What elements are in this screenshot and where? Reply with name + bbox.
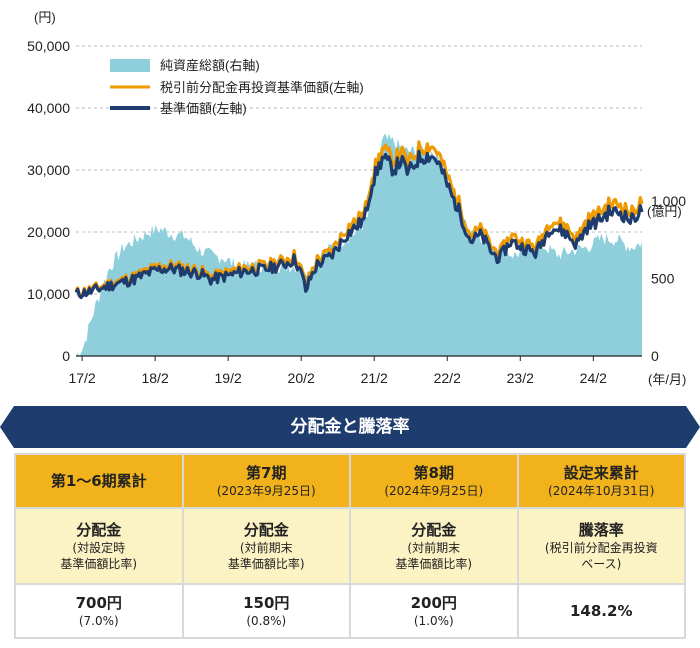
- header-main: 設定来累計: [563, 464, 639, 482]
- right-axis-unit: (億円): [647, 204, 682, 219]
- header-cell: 設定来累計 (2024年10月31日): [516, 453, 686, 509]
- description-sub: ベース): [581, 557, 622, 571]
- description-sub: (対前期末: [239, 541, 293, 555]
- x-tick-label: 22/2: [434, 370, 461, 386]
- value-cell: 148.2%: [516, 583, 686, 639]
- table-value-row: 700円 (7.0%) 150円 (0.8%) 200円 (1.0%) 148.2%: [14, 583, 686, 639]
- left-tick-label: 0: [62, 348, 70, 364]
- description-main: 騰落率: [578, 521, 624, 539]
- header-main: 第1～6期累計: [50, 472, 147, 490]
- value-sub: (1.0%): [413, 614, 454, 628]
- value-sub: (0.8%): [246, 614, 287, 628]
- description-cell: 分配金 (対設定時基準価額比率): [14, 507, 184, 585]
- description-sub: (税引前分配金再投資: [544, 541, 658, 555]
- x-tick-label: 21/2: [361, 370, 388, 386]
- header-sub: (2024年10月31日): [548, 484, 655, 498]
- nav-lines-layer: [74, 140, 644, 300]
- left-tick-label: 30,000: [27, 162, 70, 178]
- net-assets-area-layer: [76, 133, 642, 356]
- header-sub: (2023年9月25日): [216, 484, 316, 498]
- right-tick-label: 0: [651, 348, 659, 364]
- table-header-row: 第1～6期累計 第7期 (2023年9月25日) 第8期 (2024年9月25日) …: [14, 453, 686, 509]
- value-main: 200円: [410, 594, 457, 612]
- description-main: 分配金: [243, 521, 289, 539]
- legend: 純資産総額(右軸) 税引前分配金再投資基準価額(左軸) 基準価額(左軸): [110, 58, 364, 116]
- right-axis-ticks: 1,000 500 0: [651, 193, 686, 364]
- description-main: 分配金: [76, 521, 122, 539]
- description-cell: 騰落率 (税引前分配金再投資 ベース): [516, 507, 686, 585]
- x-axis-ticks: 17/2 18/2 19/2 20/2 21/2 22/2 23/2 24/2: [68, 356, 607, 386]
- x-axis-unit: (年/月): [648, 372, 686, 387]
- fund-performance-chart: 50,000 40,000 30,000 20,000 10,000 0 1,000 500…: [27, 10, 686, 387]
- header-cell: 第8期 (2024年9月25日): [349, 453, 519, 509]
- banner-shape: [0, 406, 700, 448]
- right-tick-label: 500: [651, 271, 675, 287]
- banner-title: 分配金と騰落率: [290, 417, 410, 437]
- distribution-table: 第1～6期累計 第7期 (2023年9月25日) 第8期 (2024年9月25日) …: [14, 453, 686, 639]
- value-cell: 200円 (1.0%): [349, 583, 519, 639]
- legend-swatch-net-assets: [110, 59, 150, 72]
- x-tick-label: 23/2: [507, 370, 534, 386]
- value-main: 148.2%: [570, 602, 633, 620]
- description-sub: (対前期末: [407, 541, 461, 555]
- table-description-row: 分配金 (対設定時基準価額比率) 分配金 (対前期末基準価額比率) 分配金 (対前期末…: [14, 507, 686, 585]
- left-tick-label: 50,000: [27, 38, 70, 54]
- description-sub: 基準価額比率): [395, 557, 473, 571]
- legend-label-net-assets: 純資産総額(右軸): [160, 58, 260, 73]
- value-cell: 700円 (7.0%): [14, 583, 184, 639]
- left-axis-ticks: 50,000 40,000 30,000 20,000 10,000 0: [27, 38, 70, 364]
- x-tick-label: 17/2: [68, 370, 95, 386]
- nav-line: [74, 149, 644, 300]
- header-cell: 第7期 (2023年9月25日): [181, 453, 351, 509]
- header-main: 第7期: [246, 464, 287, 482]
- description-sub: 基準価額比率): [227, 557, 305, 571]
- value-main: 700円: [75, 594, 122, 612]
- description-cell: 分配金 (対前期末基準価額比率): [349, 507, 519, 585]
- header-cell: 第1～6期累計: [14, 453, 184, 509]
- value-cell: 150円 (0.8%): [181, 583, 351, 639]
- x-tick-label: 20/2: [288, 370, 315, 386]
- left-tick-label: 20,000: [27, 224, 70, 240]
- legend-label-nav: 基準価額(左軸): [160, 101, 247, 116]
- left-tick-label: 10,000: [27, 286, 70, 302]
- left-tick-label: 40,000: [27, 100, 70, 116]
- value-sub: (7.0%): [78, 614, 119, 628]
- value-main: 150円: [243, 594, 290, 612]
- left-axis-unit: (円): [34, 10, 56, 25]
- description-sub: 基準価額比率): [60, 557, 138, 571]
- x-tick-label: 18/2: [141, 370, 168, 386]
- right-tick-label: 1,000: [651, 193, 686, 209]
- net-assets-area: [76, 133, 642, 356]
- banner-arrow: [0, 406, 700, 448]
- x-tick-label: 24/2: [580, 370, 607, 386]
- description-sub: (対設定時: [72, 541, 126, 555]
- description-main: 分配金: [411, 521, 457, 539]
- description-cell: 分配金 (対前期末基準価額比率): [181, 507, 351, 585]
- header-sub: (2024年9月25日): [384, 484, 484, 498]
- x-tick-label: 19/2: [215, 370, 242, 386]
- legend-label-reinvested-nav: 税引前分配金再投資基準価額(左軸): [160, 80, 364, 95]
- reinvested-nav-line: [74, 140, 644, 298]
- header-main: 第8期: [413, 464, 454, 482]
